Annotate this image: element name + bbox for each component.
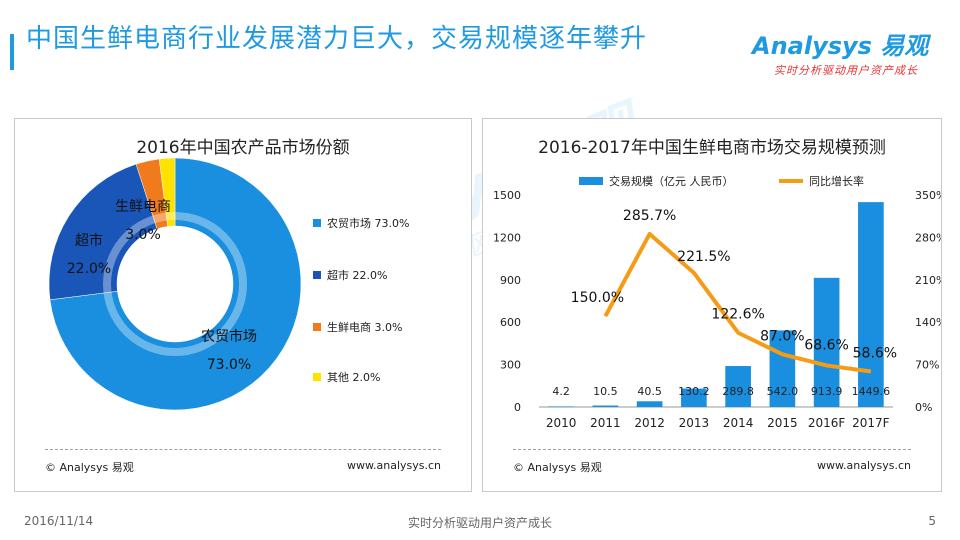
bar — [858, 202, 884, 407]
bar — [725, 366, 751, 407]
donut-chart-title: 2016年中国农产品市场份额 — [136, 138, 350, 158]
bar — [813, 277, 840, 407]
x-tick-label: 2010 — [546, 416, 577, 430]
y-right-tick-label: 280% — [915, 231, 941, 244]
slice-value-label: 3.0% — [125, 227, 161, 243]
line-value-label: 68.6% — [804, 337, 848, 353]
legend-label-bar: 交易规模（亿元 人民币） — [609, 174, 734, 188]
bar — [681, 388, 707, 407]
legend-label-line: 同比增长率 — [809, 174, 864, 188]
logo-text: Analysys 易观 — [752, 32, 929, 60]
copyright-label: © Analysys 易观 — [513, 461, 602, 474]
x-tick-label: 2015 — [767, 416, 798, 430]
market-share-panel: 2016年中国农产品市场份额 农贸市场 73.0% 超市 22.0% 生鲜电商 3.0% 农… — [14, 118, 472, 492]
donut-slice — [48, 163, 158, 301]
combo-chart: 0 300 600 900 1200 1500 0% 70% 140% 210% 280% 350% 4… — [493, 174, 941, 430]
footer-tagline: 实时分析驱动用户资产成长 — [407, 516, 552, 530]
slice-name-label: 超市 — [75, 232, 103, 249]
bar-value-label: 130.2 — [678, 385, 710, 398]
line-value-label: 87.0% — [760, 328, 804, 344]
slice-value-label: 73.0% — [207, 357, 251, 373]
panel-divider — [513, 449, 911, 450]
y-left-tick-label: 1200 — [493, 231, 521, 244]
combo-chart-title: 2016-2017年中国生鲜电商市场交易规模预测 — [538, 138, 886, 158]
x-tick-label: 2016F — [808, 416, 846, 430]
line-value-label: 58.6% — [853, 346, 897, 362]
legend-swatch — [313, 271, 321, 279]
page-number: 5 — [928, 514, 936, 528]
line-value-label: 285.7% — [623, 208, 676, 224]
legend-swatch — [313, 323, 321, 331]
y-right-tick-label: 210% — [915, 274, 941, 287]
bar-value-label: 542.0 — [767, 385, 799, 398]
x-tick-label: 2011 — [590, 416, 621, 430]
bar-value-label: 913.9 — [811, 385, 843, 398]
legend-label: 其他 2.0% — [327, 371, 380, 384]
panel-divider — [45, 449, 441, 450]
y-right-tick-label: 350% — [915, 189, 941, 202]
legend-swatch — [313, 373, 321, 381]
donut-slice — [158, 157, 176, 227]
title-accent-bar — [10, 34, 14, 70]
analysys-logo: Analysys 易观 实时分析驱动用户资产成长 — [752, 26, 952, 86]
slice-name-label: 生鲜电商 — [115, 199, 171, 215]
page-title: 中国生鲜电商行业发展潜力巨大，交易规模逐年攀升 — [26, 24, 648, 54]
bar — [636, 401, 663, 407]
bar — [592, 405, 619, 407]
donut-slice — [49, 157, 302, 411]
y-right-tick-label: 140% — [915, 316, 941, 329]
bar-value-label: 40.5 — [637, 385, 662, 398]
bar — [769, 330, 796, 407]
transaction-scale-panel: 2016-2017年中国生鲜电商市场交易规模预测 0 300 600 900 1200 1… — [482, 118, 942, 492]
slice-name-label: 农贸市场 — [201, 328, 257, 345]
bar-value-label: 1449.6 — [852, 385, 891, 398]
legend-swatch — [313, 219, 321, 227]
copyright-label: © Analysys 易观 — [45, 461, 134, 474]
x-tick-label: 2013 — [679, 416, 710, 430]
x-tick-label: 2017F — [852, 416, 890, 430]
x-tick-label: 2012 — [634, 416, 665, 430]
legend-label: 生鲜电商 3.0% — [327, 320, 402, 334]
y-right-tick-label: 0% — [915, 401, 932, 414]
website-label: www.analysys.cn — [817, 459, 911, 472]
bar-value-label: 289.8 — [722, 385, 754, 398]
y-left-tick-label: 600 — [500, 316, 521, 329]
legend-label: 超市 22.0% — [327, 268, 387, 282]
logo-tagline: 实时分析驱动用户资产成长 — [774, 64, 918, 77]
line-value-label: 150.0% — [571, 290, 624, 306]
line-value-label: 122.6% — [711, 307, 764, 323]
y-left-tick-label: 900 — [500, 274, 521, 287]
slice-value-label: 22.0% — [67, 261, 111, 277]
donut-inner-ring — [103, 212, 247, 356]
bar-value-label: 4.2 — [552, 385, 570, 398]
growth-rate-line — [603, 231, 872, 374]
bar — [548, 406, 574, 407]
y-right-tick-label: 70% — [915, 359, 939, 372]
y-left-tick-label: 1500 — [493, 189, 521, 202]
y-left-tick-label: 0 — [514, 401, 521, 414]
website-label: www.analysys.cn — [347, 459, 441, 472]
donut-chart: 农贸市场 73.0% 超市 22.0% 生鲜电商 3.0% 农贸市场 73.0% 超市 22.… — [48, 157, 409, 411]
legend-swatch-bar — [579, 177, 603, 185]
y-left-tick-label: 300 — [500, 359, 521, 372]
legend-label: 农贸市场 73.0% — [327, 216, 409, 230]
bar-value-label: 10.5 — [593, 385, 618, 398]
line-value-label: 221.5% — [677, 249, 730, 265]
x-tick-label: 2014 — [723, 416, 754, 430]
footer-date: 2016/11/14 — [24, 514, 94, 528]
